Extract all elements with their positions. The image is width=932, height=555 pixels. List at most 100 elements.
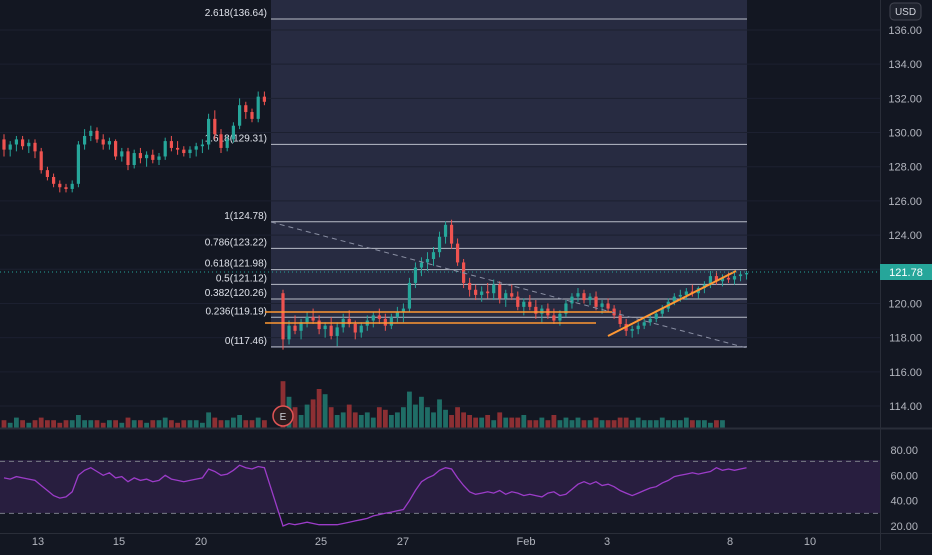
candle-body [359,325,363,333]
candle-body [401,308,405,312]
time-tick-label: 20 [195,536,207,548]
candle-body [323,325,327,330]
volume-bar [69,420,75,428]
volume-bar [557,420,563,428]
grid [0,29,880,407]
drawings[interactable] [265,221,748,349]
candle-body [474,289,478,295]
volume-bar [20,420,25,428]
rsi-line [3,464,747,527]
volume-bar [401,407,406,428]
candle-body [114,141,118,157]
candle-body [648,318,652,323]
volume-bar [455,407,460,428]
candle-body [182,149,186,154]
candle-body [684,291,688,295]
volume-bar [708,422,713,428]
fib-level-label: 0(117.46) [225,336,267,347]
fibonacci-retracement[interactable]: 2.618(136.64) 1.618(129.31) 1(124.78) 0.786… [205,8,747,348]
earnings-marker[interactable]: E [272,405,294,427]
candle-body [287,325,291,340]
volume-bar [503,417,509,428]
volume-bar [298,415,304,428]
candle-body [642,322,646,326]
volume-bar [527,420,533,428]
candle-body [52,176,56,184]
candle-body [64,187,68,189]
volume-bar [461,412,466,428]
volume-bar [7,422,13,428]
candle-body [708,276,713,285]
dashed-trend-line[interactable] [270,221,748,349]
time-tick-label: 27 [397,536,409,548]
volume-bar [280,381,286,428]
volume-bar [255,417,261,428]
price-tick-label: 136.00 [888,25,922,37]
volume-bar [629,420,635,428]
candle-body [335,327,339,336]
price-tick-label: 120.00 [888,298,922,310]
volume-bar [599,420,605,428]
volume-bar [262,420,267,428]
currency-label: USD [895,7,916,18]
volume-bar [212,417,218,428]
volume-bar [187,420,193,428]
candle-body [455,243,460,263]
volume-bar [340,412,346,428]
candle-body [468,282,472,290]
fib-level-label: 0.786(123.22) [205,237,267,248]
volume-bar [38,417,44,428]
candle-body [317,320,321,330]
rsi-pane: 80.00 60.00 40.00 20.00 [0,445,918,533]
fib-level-label: 2.618(136.64) [205,8,267,19]
volume-bar [328,407,334,428]
rsi-tick-label: 80.00 [890,445,918,457]
volume-bar [100,422,106,428]
volume-bar [346,404,352,428]
candle-body [522,301,526,307]
candle-body [58,183,62,188]
currency-badge[interactable]: USD [889,2,922,21]
volume-bar [521,415,527,428]
time-axis[interactable]: 13 15 20 25 27 Feb 3 8 10 [0,533,932,549]
volume-bar [107,420,112,428]
time-tick-label: 15 [113,536,125,548]
volume-bar [683,417,689,428]
candle-body [225,139,229,148]
volume-bar [382,409,388,428]
candle-body [238,105,242,126]
volume-bar [175,422,180,428]
volume-bar [515,417,521,428]
ascending-trend-line[interactable] [607,270,737,337]
candle-body [558,313,562,321]
volume-bar [82,420,87,428]
volume-bar [653,420,659,428]
volume-bar [334,415,340,428]
candle-body [552,315,556,321]
volume-bar [677,420,683,428]
volume-bar [181,420,187,428]
candle-body [516,296,520,307]
price-axis[interactable]: 136.00 134.00 132.00 130.00 128.00 126.00 124.… [880,0,923,550]
volume-bar [113,420,118,428]
candle-body [293,325,297,331]
volume-bar [394,412,400,428]
candle-body [377,315,381,319]
candle-body [431,252,436,260]
candle-body [157,156,161,160]
candle-body [33,142,37,152]
volume-bar [370,417,376,428]
price-tick-label: 124.00 [888,230,922,242]
volume-bar [249,420,255,428]
volume-bar [563,417,569,428]
volume-bar [473,417,479,428]
candle-body [107,141,111,145]
volume-bar [364,412,370,428]
candle-body [407,282,412,309]
candle-body [437,236,442,253]
candle-body [744,273,749,275]
fib-level-label: 1.618(129.31) [205,133,267,144]
candle-body [101,139,105,145]
volume-bar [659,417,665,428]
